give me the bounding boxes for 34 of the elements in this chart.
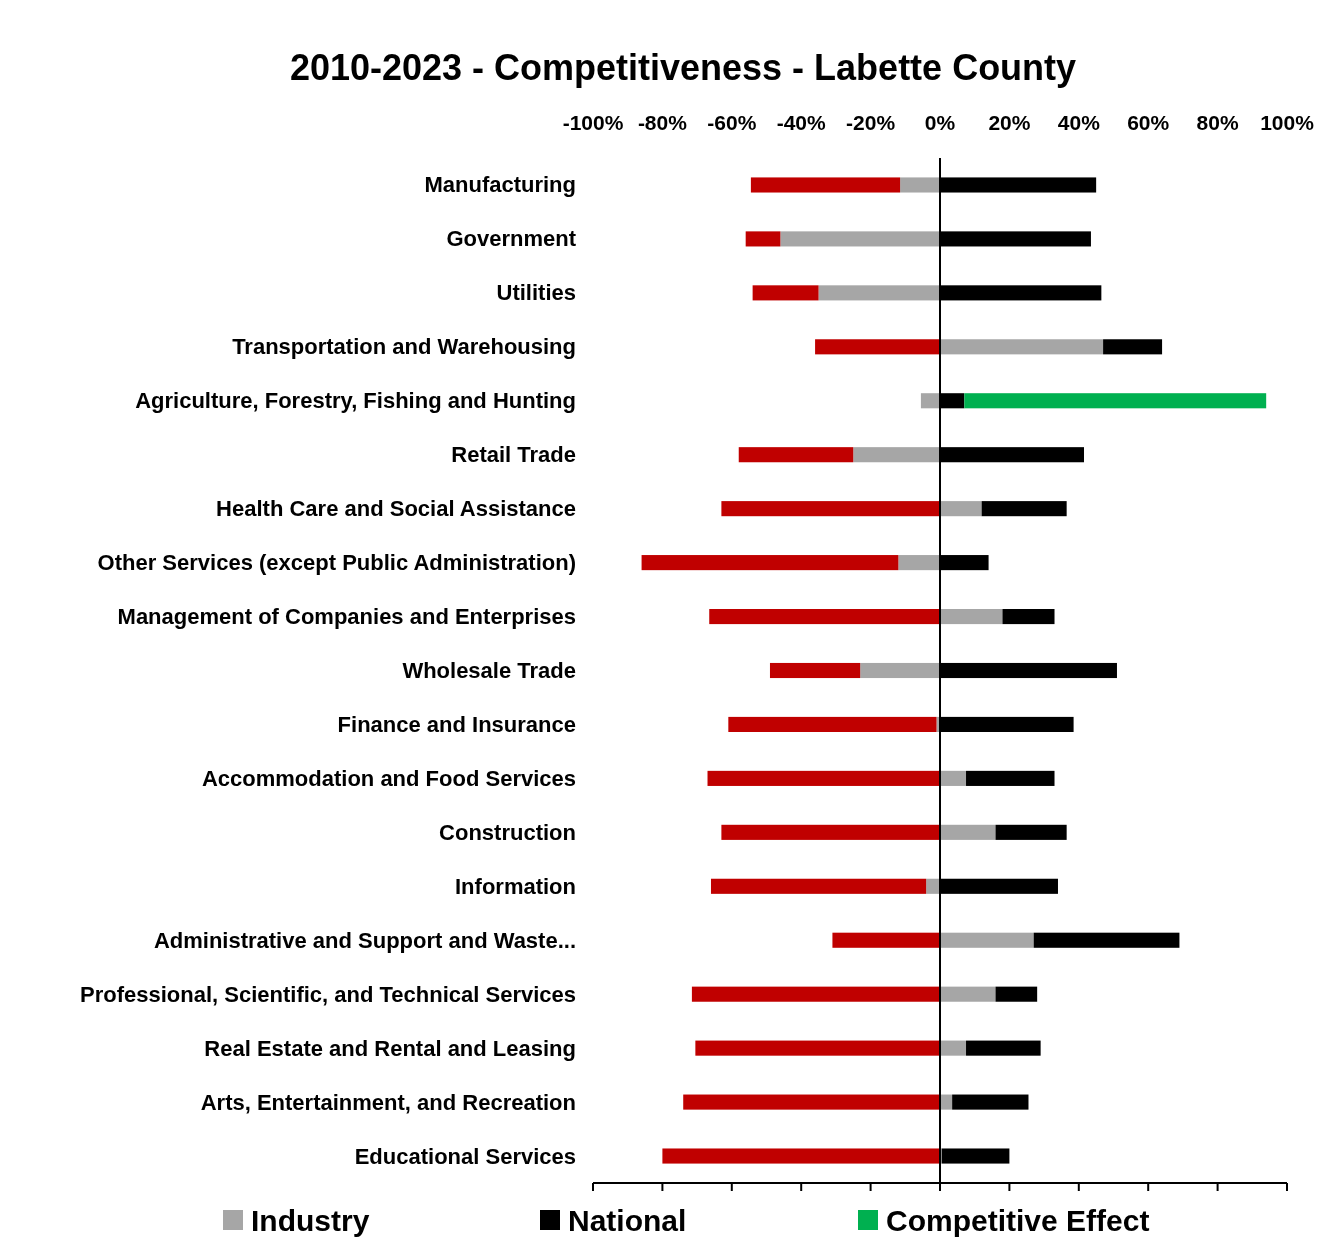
y-tick-label: Administrative and Support and Waste... (153, 927, 576, 953)
y-tick-label: Accommodation and Food Services (201, 765, 576, 791)
y-tick-label: Government (446, 226, 577, 252)
y-tick-label: Construction (439, 819, 576, 845)
y-tick-label: Health Care and Social Assistance (216, 496, 576, 522)
y-tick-label: Wholesale Trade (402, 658, 576, 683)
legend-label: Industry (251, 1203, 370, 1237)
y-tick-label: Finance and Insurance (337, 711, 576, 737)
chart-title: 2010-2023 - Competitiveness - Labette County (289, 47, 1077, 88)
legend-label: National (568, 1203, 687, 1237)
y-tick-label: Professional, Scientific, and Technical Services (79, 981, 576, 1007)
x-tick-label: -40% (776, 111, 827, 134)
x-tick-label: 80% (1196, 111, 1239, 134)
y-tick-label: Manufacturing (424, 172, 576, 198)
y-tick-label: Arts, Entertainment, and Recreation (200, 1089, 576, 1115)
y-tick-label: Agriculture, Forestry, Fishing and Hunting (135, 388, 576, 414)
y-tick-label: Transportation and Warehousing (232, 334, 576, 360)
x-tick-label: 60% (1127, 111, 1170, 134)
y-tick-label: Utilities (496, 280, 576, 306)
x-tick-label: 0% (924, 111, 956, 134)
x-tick-label: -80% (637, 111, 688, 134)
y-tick-label: Retail Trade (451, 442, 576, 468)
y-tick-label: Information (455, 873, 576, 899)
x-tick-label: -100% (562, 111, 624, 134)
y-tick-label: Educational Services (354, 1143, 576, 1169)
y-tick-label: Management of Companies and Enterprises (117, 604, 576, 630)
y-tick-label: Real Estate and Rental and Leasing (204, 1035, 576, 1061)
x-tick-label: 100% (1260, 111, 1315, 134)
x-tick-label: -20% (846, 111, 896, 134)
x-tick-label: 40% (1057, 111, 1101, 134)
x-tick-label: -60% (707, 111, 757, 134)
x-tick-label: 20% (988, 111, 1031, 134)
y-tick-label: Other Services (except Public Administration) (97, 550, 576, 576)
legend-label: Competitive Effect (886, 1203, 1150, 1237)
